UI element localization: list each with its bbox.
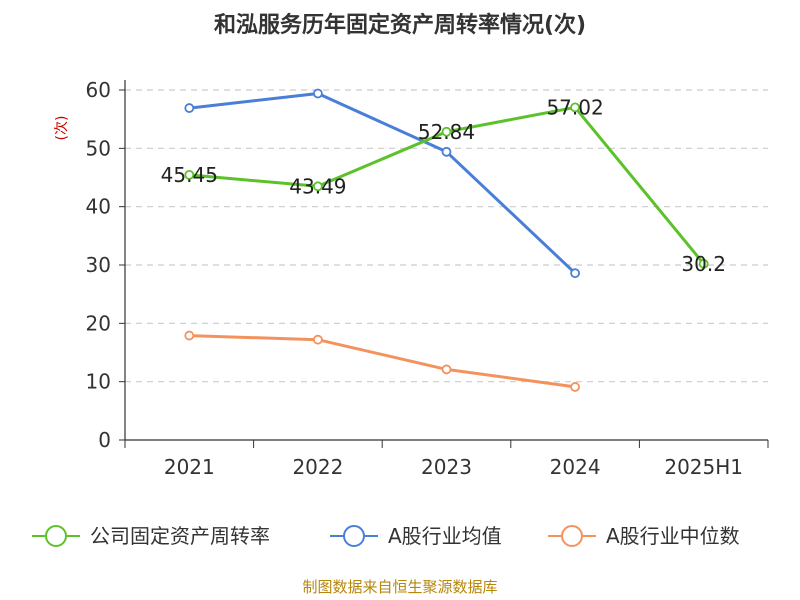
y-tick-label: 60 — [86, 78, 111, 102]
data-label: 45.45 — [161, 163, 218, 187]
legend-label: 公司固定资产周转率 — [90, 524, 270, 548]
data-point — [184, 330, 195, 341]
data-point — [184, 169, 195, 180]
chart-title: 和泓服务历年固定资产周转率情况(次) — [214, 12, 586, 38]
series-line — [189, 334, 576, 389]
data-point — [570, 382, 580, 392]
data-point — [312, 88, 323, 99]
y-tick-label: 20 — [86, 311, 111, 335]
x-tick-label: 2023 — [421, 455, 472, 479]
data-point — [698, 258, 709, 269]
source-note: 制图数据来自恒生聚源数据库 — [302, 578, 497, 596]
y-tick-label: 30 — [86, 253, 111, 277]
x-tick-label: 2021 — [164, 455, 215, 479]
data-label: 52.84 — [418, 120, 475, 144]
y-axis-unit: (次) — [54, 116, 70, 141]
series-group — [184, 88, 709, 392]
data-label: 57.02 — [546, 95, 603, 119]
legend-swatch-marker — [45, 525, 67, 547]
x-tick-label: 2024 — [550, 455, 601, 479]
legend-label: A股行业均值 — [388, 524, 502, 548]
data-point — [441, 126, 452, 137]
x-tick-label: 2025H1 — [664, 455, 743, 479]
data-point — [184, 103, 195, 113]
y-tick-label: 0 — [98, 428, 111, 452]
data-point — [312, 334, 323, 345]
legend-swatch-marker — [561, 525, 583, 547]
axes: 0 10 20 30 40 50 60 2021 2022 2023 2024 2025H1 — [86, 78, 769, 479]
data-label: 43.49 — [289, 174, 346, 198]
data-point — [441, 146, 452, 157]
y-tick-label: 10 — [86, 370, 111, 394]
data-point — [312, 181, 323, 192]
data-point — [441, 364, 452, 375]
data-point — [570, 102, 580, 113]
legend: 公司固定资产周转率 A股行业均值 A股行业中位数 — [32, 524, 740, 548]
y-tick-label: 50 — [86, 136, 111, 160]
data-label: 30.2 — [681, 252, 726, 276]
data-point — [570, 268, 580, 279]
y-tick-label: 40 — [86, 195, 111, 219]
x-tick-label: 2022 — [292, 455, 343, 479]
legend-label: A股行业中位数 — [606, 524, 740, 548]
data-labels: 45.45 43.49 52.84 57.02 30.2 — [161, 95, 726, 275]
legend-swatch-marker — [343, 525, 365, 547]
series-line — [189, 92, 577, 275]
